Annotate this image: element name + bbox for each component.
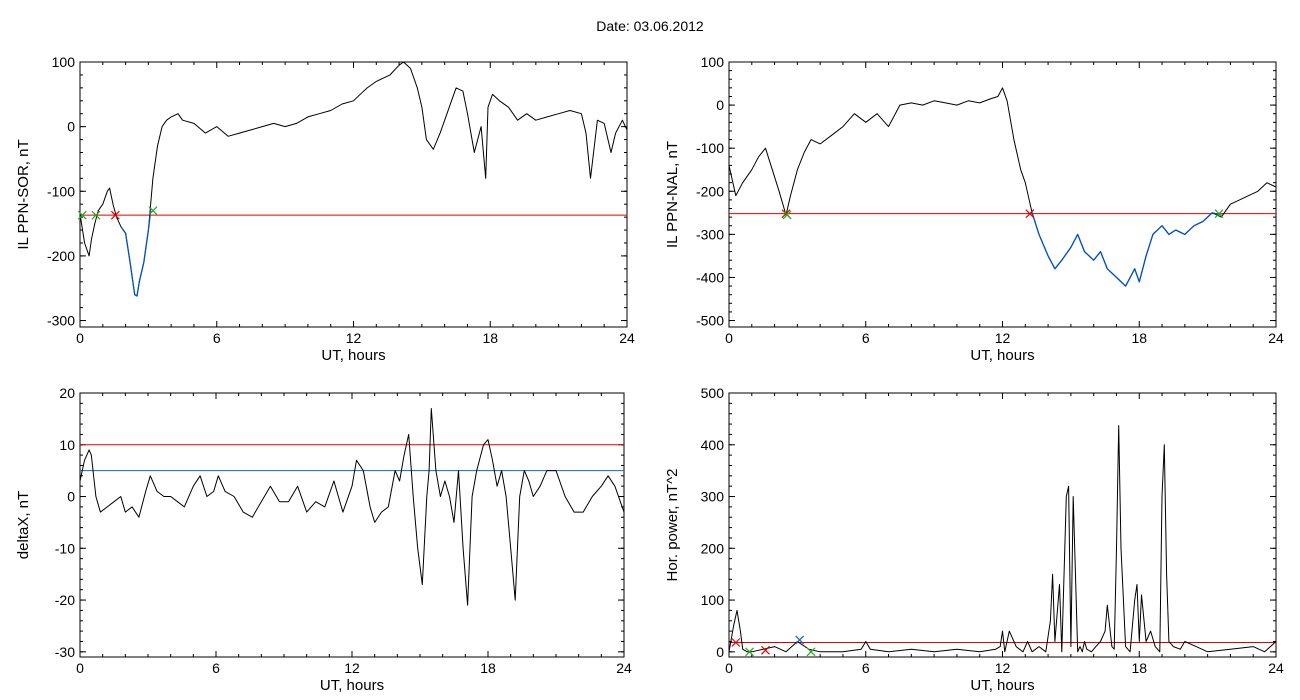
y-tick-label: -10 bbox=[55, 540, 75, 556]
x-tick-label: 12 bbox=[995, 660, 1011, 676]
y-tick-label: 500 bbox=[701, 385, 725, 401]
x-tick-label: 0 bbox=[725, 330, 733, 346]
x-tick-label: 0 bbox=[76, 660, 84, 676]
plot-frame bbox=[79, 61, 628, 328]
x-tick-label: 18 bbox=[482, 330, 498, 346]
y-tick-label: 200 bbox=[701, 540, 725, 556]
y-tick-label: -500 bbox=[696, 313, 724, 329]
event-segment-line bbox=[1031, 212, 1222, 287]
event-marker bbox=[795, 635, 805, 645]
x-tick-label: 24 bbox=[1268, 330, 1284, 346]
series-line bbox=[79, 61, 628, 297]
x-tick-label: 18 bbox=[1131, 660, 1147, 676]
event-marker bbox=[806, 647, 816, 657]
y-tick-label: 0 bbox=[67, 119, 75, 135]
x-tick-label: 24 bbox=[619, 330, 635, 346]
x-tick-label: 6 bbox=[212, 660, 220, 676]
x-tick-label: 12 bbox=[344, 660, 360, 676]
event-segment-line bbox=[120, 210, 152, 297]
plot-frame bbox=[728, 61, 1277, 328]
y-tick-label: 0 bbox=[716, 97, 724, 113]
x-tick-label: 18 bbox=[480, 660, 496, 676]
event-marker bbox=[745, 647, 754, 657]
y-axis-label: IL PPN-NAL, nT bbox=[664, 141, 681, 248]
y-tick-label: 100 bbox=[52, 54, 76, 70]
y-tick-label: 20 bbox=[59, 385, 75, 401]
x-tick-label: 6 bbox=[862, 660, 870, 676]
chart-panel-1: 0 6 12 18 24 -300 -200 -100 0 100 UT, hours IL PPN-… bbox=[15, 54, 635, 364]
x-axis-label: UT, hours bbox=[970, 347, 1034, 364]
x-tick-label: 12 bbox=[346, 330, 362, 346]
series-line bbox=[728, 87, 1277, 287]
y-tick-label: 100 bbox=[701, 54, 725, 70]
event-marker bbox=[1025, 209, 1035, 219]
x-tick-label: 24 bbox=[616, 660, 632, 676]
x-tick-label: 6 bbox=[213, 330, 221, 346]
x-tick-label: 18 bbox=[1131, 330, 1147, 346]
y-tick-label: 0 bbox=[716, 644, 724, 660]
event-marker bbox=[761, 645, 770, 655]
chart-panel-4: 0 6 12 18 24 0 100 200 300 400 500 UT, hours Hor. po… bbox=[664, 385, 1284, 694]
y-tick-label: -100 bbox=[696, 140, 724, 156]
event-marker bbox=[1214, 209, 1224, 219]
event-marker bbox=[77, 210, 87, 220]
x-axis-label: UT, hours bbox=[320, 677, 384, 694]
event-marker bbox=[731, 638, 741, 647]
event-marker bbox=[782, 210, 792, 220]
x-axis-label: UT, hours bbox=[321, 347, 385, 364]
page-title: Date: 03.06.2012 bbox=[596, 18, 704, 34]
series-line bbox=[79, 408, 625, 606]
chart-panel-2: 0 6 12 18 24 -500 -400 -300 -200 -100 0 100 UT, hour… bbox=[664, 54, 1284, 364]
x-tick-label: 6 bbox=[862, 330, 870, 346]
y-tick-label: -300 bbox=[696, 226, 724, 242]
y-tick-label: -20 bbox=[55, 592, 75, 608]
y-tick-label: -200 bbox=[696, 183, 724, 199]
event-marker bbox=[110, 210, 120, 220]
y-tick-label: 300 bbox=[701, 489, 725, 505]
series-line bbox=[728, 425, 1277, 653]
y-tick-label: -400 bbox=[696, 269, 724, 285]
chart-panel-3: 0 6 12 18 24 -30 -20 -10 0 10 20 UT, hours deltaX, n… bbox=[15, 385, 632, 694]
y-axis-label: IL PPN-SOR, nT bbox=[15, 139, 32, 249]
y-tick-label: -300 bbox=[47, 313, 75, 329]
x-tick-label: 0 bbox=[76, 330, 84, 346]
y-axis-label: Hor. power, nT^2 bbox=[664, 469, 681, 582]
x-tick-label: 12 bbox=[995, 330, 1011, 346]
y-tick-label: 0 bbox=[67, 489, 75, 505]
y-tick-label: -30 bbox=[55, 644, 75, 660]
event-marker bbox=[91, 210, 101, 220]
y-tick-label: 10 bbox=[59, 437, 75, 453]
plot-frame bbox=[79, 392, 625, 658]
y-tick-label: -100 bbox=[47, 183, 75, 199]
y-tick-label: 100 bbox=[701, 592, 725, 608]
x-tick-label: 24 bbox=[1268, 660, 1284, 676]
y-tick-label: -200 bbox=[47, 248, 75, 264]
event-marker bbox=[148, 206, 158, 216]
y-tick-label: 400 bbox=[701, 437, 725, 453]
plot-frame bbox=[728, 392, 1277, 658]
y-axis-label: deltaX, nT bbox=[15, 491, 32, 559]
x-tick-label: 0 bbox=[725, 660, 733, 676]
x-axis-label: UT, hours bbox=[970, 677, 1034, 694]
